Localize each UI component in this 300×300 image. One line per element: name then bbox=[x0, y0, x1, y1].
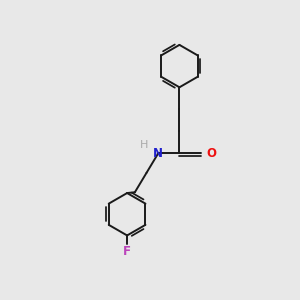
Text: N: N bbox=[153, 147, 163, 160]
Text: O: O bbox=[206, 147, 216, 160]
Text: F: F bbox=[123, 245, 131, 258]
Text: H: H bbox=[140, 140, 148, 149]
